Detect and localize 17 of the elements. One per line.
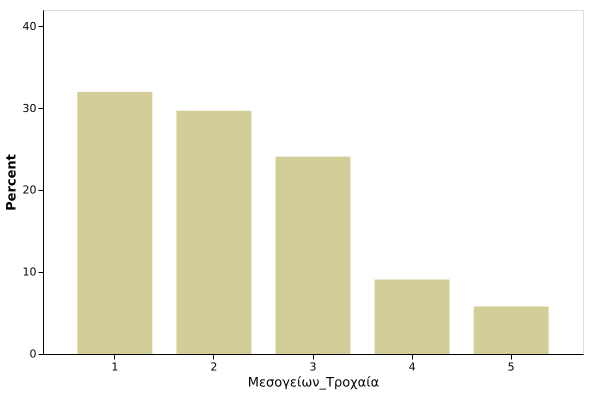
bar: [276, 156, 350, 354]
bar: [176, 110, 252, 354]
x-tick-label: 1: [111, 360, 118, 374]
y-tick-label: 10: [22, 266, 36, 279]
bar: [374, 279, 450, 354]
bar: [474, 306, 549, 354]
bar: [77, 92, 152, 354]
y-axis-title: Percent: [4, 154, 20, 211]
x-tick-label: 4: [408, 360, 416, 374]
y-tick-label: 20: [22, 184, 36, 197]
x-tick-label: 3: [310, 360, 316, 374]
x-tick-label: 5: [508, 360, 515, 374]
y-tick-label: 40: [22, 20, 36, 33]
x-tick-label: 2: [210, 360, 218, 374]
y-tick-label: 30: [22, 102, 36, 115]
x-axis-title: Μεσογείων_Τροχαία: [248, 376, 380, 390]
y-tick-label: 0: [30, 348, 36, 360]
